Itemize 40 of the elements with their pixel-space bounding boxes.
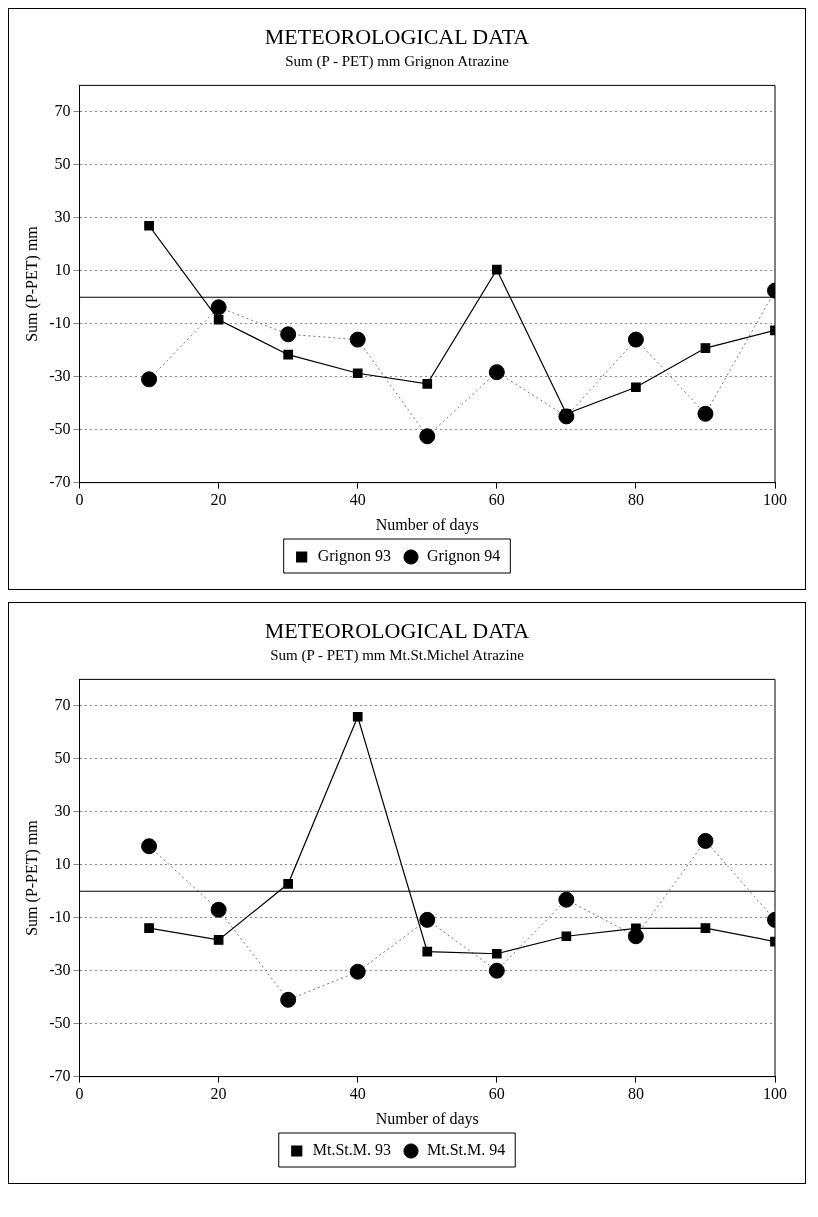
- x-tick-label: 80: [627, 1085, 644, 1103]
- legend-label: Mt.St.M. 94: [427, 1141, 506, 1159]
- chart-subtitle: Sum (P - PET) mm Mt.St.Michel Atrazine: [270, 647, 525, 665]
- y-tick-label: 50: [54, 155, 71, 173]
- y-tick-label: -70: [49, 1066, 71, 1084]
- x-tick-label: 0: [75, 1085, 84, 1103]
- y-tick-label: -30: [49, 960, 71, 978]
- y-tick-label: -30: [49, 366, 71, 384]
- y-tick-label: 30: [54, 208, 71, 225]
- x-tick-label: 100: [763, 1085, 787, 1103]
- y-tick-label: -10: [49, 313, 71, 331]
- legend-label: Mt.St.M. 93: [312, 1141, 392, 1159]
- chart-title: METEOROLOGICAL DATA: [264, 23, 530, 49]
- y-tick-label: 10: [54, 260, 71, 278]
- x-tick-label: 80: [627, 491, 644, 509]
- y-tick-label: 70: [54, 696, 71, 714]
- x-tick-label: 20: [210, 1085, 227, 1103]
- y-tick-label: 50: [54, 749, 71, 767]
- y-tick-label: 30: [54, 802, 71, 819]
- x-tick-label: 60: [488, 491, 505, 509]
- y-tick-label: -10: [49, 907, 71, 925]
- legend-label: Grignon 94: [427, 547, 501, 566]
- x-tick-label: 100: [763, 491, 787, 509]
- x-tick-label: 20: [210, 491, 227, 509]
- x-tick-label: 0: [75, 491, 84, 509]
- y-tick-label: 10: [54, 854, 71, 872]
- legend-label: Grignon 93: [317, 547, 391, 566]
- y-axis-title: Sum (P-PET) mm: [22, 225, 41, 342]
- x-tick-label: 40: [349, 1085, 366, 1103]
- x-axis-title: Number of days: [375, 515, 479, 534]
- x-tick-label: 60: [488, 1085, 505, 1103]
- y-tick-label: 70: [54, 102, 71, 120]
- y-tick-label: -50: [49, 419, 71, 437]
- y-tick-label: -70: [49, 472, 71, 490]
- x-tick-label: 40: [349, 491, 366, 509]
- x-axis-title: Number of days: [375, 1109, 479, 1128]
- chart-title: METEOROLOGICAL DATA: [264, 617, 530, 643]
- chart-subtitle: Sum (P - PET) mm Grignon Atrazine: [285, 53, 510, 71]
- y-tick-label: -50: [49, 1013, 71, 1031]
- y-axis-title: Sum (P-PET) mm: [22, 819, 41, 936]
